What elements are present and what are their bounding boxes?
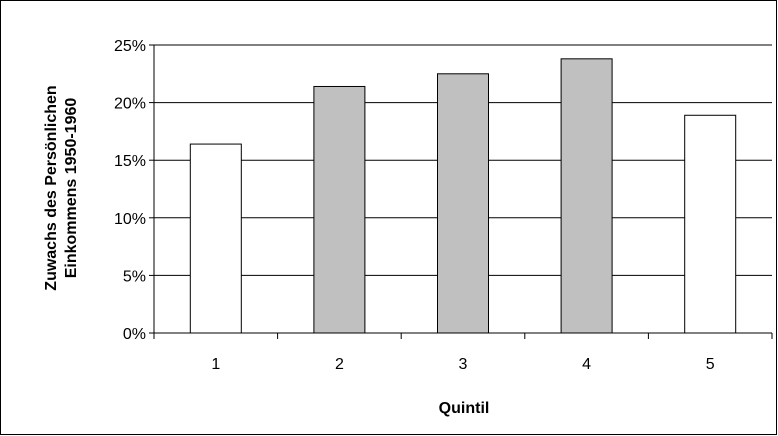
y-tick-label: 0% xyxy=(123,326,146,343)
y-axis-title: Zuwachs des Persönlichen Einkommens 1950… xyxy=(43,85,80,290)
y-axis-title-line-1: Zuwachs des Persönlichen xyxy=(43,85,60,290)
x-tick-label: 5 xyxy=(706,356,715,373)
x-axis-title: Quintil xyxy=(439,400,490,417)
x-tick-label: 3 xyxy=(459,356,468,373)
x-tick-label: 4 xyxy=(582,356,591,373)
bar-quintil-2 xyxy=(313,85,366,334)
bars xyxy=(189,58,737,334)
bar-quintil-5 xyxy=(684,114,737,334)
bar-quintil-1 xyxy=(189,143,242,334)
x-tick-label: 1 xyxy=(211,356,220,373)
y-tick-label: 15% xyxy=(114,153,146,170)
y-tick-label: 25% xyxy=(114,38,146,55)
y-tick-label: 5% xyxy=(123,268,146,285)
bar-quintil-4 xyxy=(560,58,613,334)
x-tick-labels: 1 2 3 4 5 xyxy=(211,356,714,373)
y-tick-labels: 0% 5% 10% 15% 20% 25% xyxy=(114,38,146,343)
y-tick-label: 10% xyxy=(114,211,146,228)
bar-quintil-3 xyxy=(437,73,489,334)
axes xyxy=(149,44,773,339)
x-tick-label: 2 xyxy=(335,356,344,373)
y-tick-label: 20% xyxy=(114,96,146,113)
y-axis-title-line-2: Einkommens 1950-1960 xyxy=(63,98,80,279)
